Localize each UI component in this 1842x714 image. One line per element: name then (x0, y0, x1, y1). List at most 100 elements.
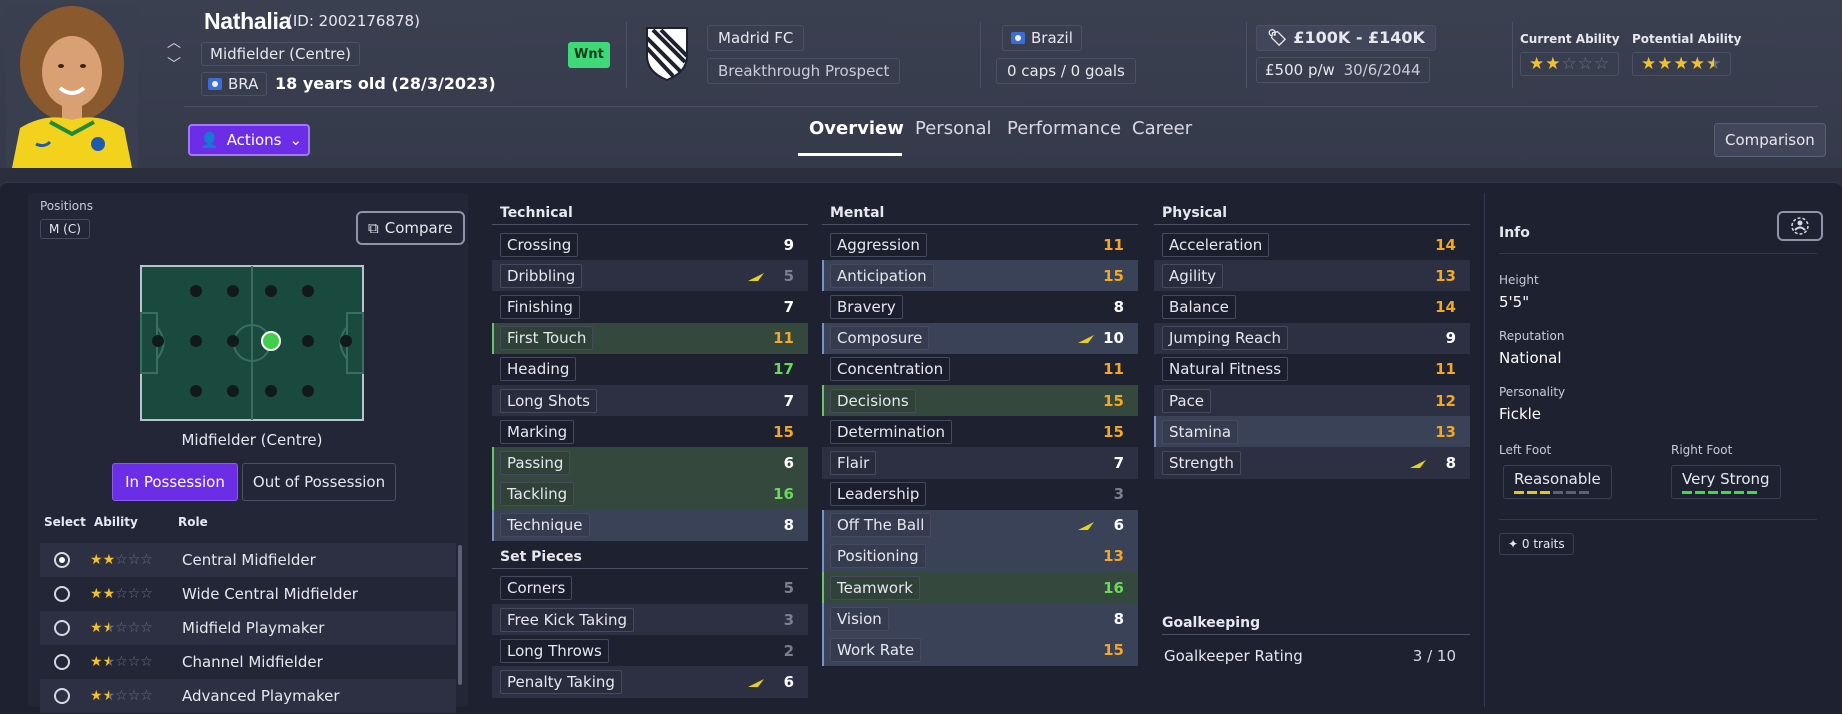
foot-meter-segment (1721, 491, 1731, 494)
height-label: Height (1499, 273, 1539, 287)
foot-meter-segment (1682, 491, 1692, 494)
physical-column: Physical Acceleration 14 Agility 13 Balance 1… (1154, 201, 1470, 479)
attribute-row[interactable]: Off The Ball 6 (822, 509, 1138, 541)
attribute-value: 13 (1103, 547, 1124, 566)
attribute-value: 17 (773, 360, 794, 379)
role-row[interactable]: ★★☆☆☆ Advanced Playmaker (40, 679, 456, 713)
attribute-value: 5 (783, 579, 794, 598)
attribute-name: Teamwork (830, 575, 920, 600)
attribute-row[interactable]: Agility 13 (1154, 260, 1470, 292)
role-radio[interactable] (54, 586, 70, 602)
set-pieces-attributes: Corners 5 Free Kick Taking 3 Long Throws 2 Pen… (492, 573, 808, 698)
attribute-row[interactable]: Acceleration 14 (1154, 229, 1470, 260)
role-ability-stars: ★★☆☆☆ (90, 688, 153, 704)
tab-career[interactable]: Career (1132, 118, 1193, 139)
role-radio[interactable] (54, 654, 70, 670)
attribute-row[interactable]: Anticipation 15 (822, 260, 1138, 292)
comparison-button[interactable]: Comparison (1714, 123, 1826, 157)
caps-goals-chip: 0 caps / 0 goals (996, 58, 1136, 84)
international-country-chip[interactable]: Brazil (1002, 25, 1082, 51)
attribute-row[interactable]: Decisions 15 (822, 384, 1138, 417)
overview-panel: Positions M (C) ⧉ Compare Midfielder (Ce… (0, 182, 1842, 714)
tab-performance[interactable]: Performance (1007, 118, 1122, 139)
attribute-row[interactable]: Aggression 11 (822, 229, 1138, 260)
attribute-row[interactable]: Dribbling 5 (492, 260, 808, 292)
roles-scrollbar[interactable] (458, 545, 462, 685)
attribute-row[interactable]: Finishing 7 (492, 291, 808, 322)
attribute-name: Work Rate (830, 638, 922, 663)
transfer-value-chip[interactable]: 🏷 £100K - £140K (1256, 25, 1436, 51)
attribute-row[interactable]: Vision 8 (822, 603, 1138, 635)
info-options-button[interactable] (1777, 211, 1823, 241)
club-crest-icon[interactable] (645, 26, 689, 82)
attribute-row[interactable]: Free Kick Taking 3 (492, 604, 808, 636)
tab-overview[interactable]: Overview (809, 118, 904, 139)
attribute-row[interactable]: Positioning 13 (822, 540, 1138, 573)
club-name-chip[interactable]: Madrid FC (707, 25, 805, 51)
attribute-row[interactable]: Teamwork 16 (822, 572, 1138, 604)
foot-meter-segment (1540, 491, 1550, 494)
attribute-row[interactable]: Jumping Reach 9 (1154, 322, 1470, 354)
set-pieces-heading: Set Pieces (492, 545, 808, 569)
attribute-row[interactable]: First Touch 11 (492, 322, 808, 354)
wnt-badge[interactable]: Wnt (568, 42, 610, 68)
attribute-row[interactable]: Composure 10 (822, 322, 1138, 354)
in-possession-toggle[interactable]: In Possession (112, 463, 238, 501)
attribute-row[interactable]: Balance 14 (1154, 291, 1470, 322)
attribute-row[interactable]: Determination 15 (822, 416, 1138, 447)
compare-button[interactable]: ⧉ Compare (356, 211, 465, 245)
reputation-label: Reputation (1499, 329, 1565, 343)
attribute-row[interactable]: Crossing 9 (492, 229, 808, 260)
attribute-value: 3 (783, 610, 794, 629)
role-ability-stars: ★★☆☆☆ (90, 654, 153, 670)
attribute-row[interactable]: Penalty Taking 6 (492, 666, 808, 698)
attribute-row[interactable]: Heading 17 (492, 354, 808, 385)
next-player-chevron-down-icon[interactable]: ﹀ (167, 57, 181, 73)
attribute-row[interactable]: Strength 8 (1154, 447, 1470, 479)
attribute-value: 6 (1113, 516, 1124, 535)
attribute-row[interactable]: Marking 15 (492, 416, 808, 447)
reputation-value: National (1499, 349, 1562, 367)
attribute-name: Concentration (830, 357, 951, 382)
attribute-name: Acceleration (1162, 232, 1270, 257)
attribute-row[interactable]: Pace 12 (1154, 384, 1470, 417)
attribute-row[interactable]: Passing 6 (492, 447, 808, 479)
attribute-row[interactable]: Tackling 16 (492, 478, 808, 510)
previous-player-chevron-up-icon[interactable]: ︿ (167, 35, 181, 51)
attribute-row[interactable]: Corners 5 (492, 573, 808, 604)
attribute-row[interactable]: Long Throws 2 (492, 635, 808, 666)
role-radio[interactable] (54, 552, 70, 568)
attribute-name: Crossing (500, 232, 579, 257)
role-row[interactable]: ★★☆☆☆ Channel Midfielder (40, 645, 456, 679)
physical-heading: Physical (1154, 201, 1470, 225)
attribute-row[interactable]: Work Rate 15 (822, 634, 1138, 666)
role-row[interactable]: ★★☆☆☆ Midfield Playmaker (40, 611, 456, 645)
attribute-row[interactable]: Natural Fitness 11 (1154, 354, 1470, 385)
role-row[interactable]: ★★☆☆☆ Central Midfielder (40, 543, 456, 577)
attribute-row[interactable]: Leadership 3 (822, 479, 1138, 510)
traits-chip[interactable]: ✦ 0 traits (1499, 533, 1574, 555)
role-radio[interactable] (54, 620, 70, 636)
role-row[interactable]: ★★☆☆☆ Wide Central Midfielder (40, 577, 456, 611)
attribute-value: 16 (1103, 578, 1124, 597)
attribute-row[interactable]: Stamina 13 (1154, 416, 1470, 448)
attribute-value: 16 (773, 485, 794, 504)
role-name: Channel Midfielder (182, 653, 323, 671)
actions-button[interactable]: 👤 Actions ⌄ (188, 124, 310, 156)
left-foot-meter (1514, 491, 1601, 494)
tab-personal[interactable]: Personal (915, 118, 992, 139)
out-of-possession-toggle[interactable]: Out of Possession (242, 463, 396, 501)
mental-heading: Mental (822, 201, 1138, 225)
attribute-row[interactable]: Bravery 8 (822, 291, 1138, 322)
attribute-name: Off The Ball (830, 513, 932, 538)
attribute-value: 11 (773, 329, 794, 348)
attribute-row[interactable]: Technique 8 (492, 509, 808, 541)
attribute-name: Jumping Reach (1162, 326, 1288, 351)
role-radio[interactable] (54, 688, 70, 704)
attribute-row[interactable]: Long Shots 7 (492, 384, 808, 417)
player-nation-chip[interactable]: BRA (201, 72, 268, 96)
foot-meter-segment (1734, 491, 1744, 494)
attribute-row[interactable]: Flair 7 (822, 447, 1138, 479)
position-pitch-map[interactable] (140, 265, 364, 421)
attribute-row[interactable]: Concentration 11 (822, 354, 1138, 385)
